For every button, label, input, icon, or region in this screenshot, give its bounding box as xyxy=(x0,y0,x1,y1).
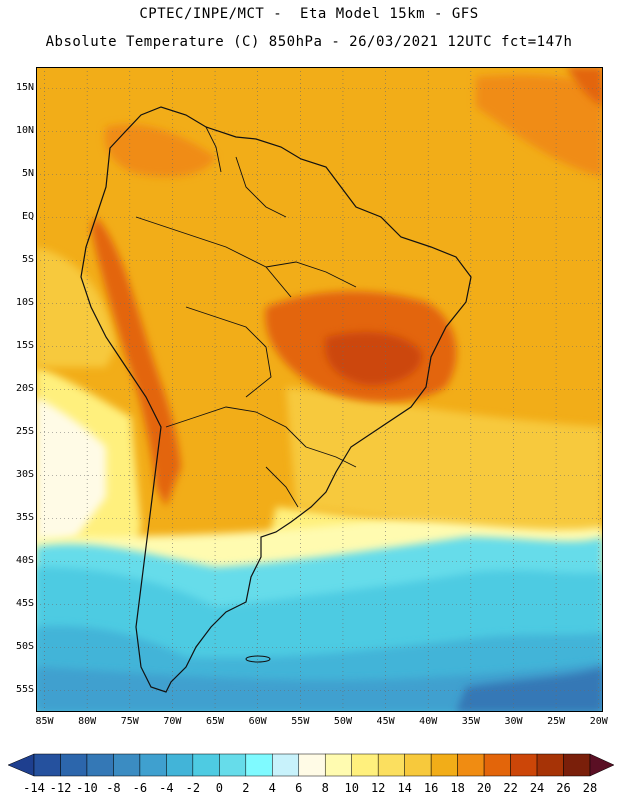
legend-color-box xyxy=(351,753,379,777)
northern-andes-warm xyxy=(104,124,216,177)
latitude-tick-label: 40S xyxy=(15,554,34,566)
chart-title-line-2: Absolute Temperature (C) 850hPa - 26/03/… xyxy=(45,34,573,50)
legend-tick-label: 0 xyxy=(216,781,223,795)
longitude-tick-label: 50W xyxy=(333,716,352,727)
longitude-tick-label: 45W xyxy=(376,716,395,727)
legend-tick-label: 28 xyxy=(583,781,597,795)
legend-tick-label: 26 xyxy=(556,781,570,795)
legend-color-box xyxy=(219,753,247,777)
legend-tick-label: -4 xyxy=(159,781,173,795)
legend-tick-label: -14 xyxy=(23,781,45,795)
country-borders xyxy=(135,126,357,508)
graticule xyxy=(36,67,603,712)
legend-color-box xyxy=(272,753,300,777)
legend-color-box xyxy=(192,753,220,777)
legend-tick-label: 12 xyxy=(371,781,385,795)
legend-color-box xyxy=(60,753,88,777)
pacific-mid-zone xyxy=(36,247,116,367)
legend-color-box xyxy=(298,753,326,777)
legend-tick-label: 16 xyxy=(424,781,438,795)
legend-color-box xyxy=(510,753,538,777)
latitude-tick-label: 50S xyxy=(15,640,34,652)
atlantic-ne-hot xyxy=(566,67,603,107)
map-canvas xyxy=(36,67,603,712)
legend-tick-label: -2 xyxy=(186,781,200,795)
latitude-tick-label: 15N xyxy=(15,81,34,93)
latitude-tick-label: 10N xyxy=(15,124,34,136)
longitude-tick-label: 40W xyxy=(419,716,438,727)
longitude-tick-label: 80W xyxy=(78,716,97,727)
latitude-tick-label: 25S xyxy=(15,425,34,437)
atlantic-ne-warm xyxy=(476,75,603,177)
legend-tick-label: 4 xyxy=(269,781,276,795)
longitude-tick-label: 85W xyxy=(35,716,54,727)
legend-tick-label: 14 xyxy=(397,781,411,795)
falkland-islands xyxy=(245,655,271,663)
south-america-outline xyxy=(80,106,472,693)
legend-tick-label: 18 xyxy=(450,781,464,795)
legend-color-box xyxy=(113,753,141,777)
map-border xyxy=(36,67,603,712)
legend-tick-label: 2 xyxy=(242,781,249,795)
brazil-hotspot xyxy=(325,332,422,386)
legend-tick-label: -8 xyxy=(106,781,120,795)
temperature-map xyxy=(36,67,603,712)
latitude-tick-label: EQ xyxy=(21,210,34,222)
legend-tick-label: -12 xyxy=(50,781,72,795)
latitude-tick-label: 45S xyxy=(15,597,34,609)
longitude-tick-label: 60W xyxy=(248,716,267,727)
latitude-tick-label: 20S xyxy=(15,382,34,394)
latitude-tick-label: 55S xyxy=(15,683,34,695)
legend-arrow-low xyxy=(7,753,35,777)
longitude-tick-label: 30W xyxy=(504,716,523,727)
longitude-tick-label: 20W xyxy=(589,716,608,727)
legend-color-box xyxy=(536,753,564,777)
legend-color-box xyxy=(430,753,458,777)
legend-color-box xyxy=(166,753,194,777)
legend-tick-label: 10 xyxy=(344,781,358,795)
longitude-tick-label: 70W xyxy=(163,716,182,727)
latitude-tick-label: 15S xyxy=(15,339,34,351)
legend-tick-label: 22 xyxy=(503,781,517,795)
legend-tick-label: 24 xyxy=(530,781,544,795)
pacific-very-cool-zone xyxy=(36,397,106,547)
southern-cold-darkest xyxy=(456,667,603,712)
legend-color-box xyxy=(139,753,167,777)
legend-color-box xyxy=(457,753,485,777)
longitude-tick-label: 75W xyxy=(120,716,139,727)
chart-title-line-1: CPTEC/INPE/MCT - Eta Model 15km - GFS xyxy=(139,6,479,22)
legend-tick-label: 8 xyxy=(322,781,329,795)
latitude-tick-label: 10S xyxy=(15,296,34,308)
legend-color-box xyxy=(245,753,273,777)
latitude-tick-label: 30S xyxy=(15,468,34,480)
legend-tick-label: -10 xyxy=(76,781,98,795)
longitude-tick-label: 35W xyxy=(461,716,480,727)
legend-arrow-high xyxy=(589,753,615,777)
legend-tick-label: 6 xyxy=(295,781,302,795)
legend-color-box xyxy=(563,753,591,777)
color-legend: -14 -12 -10 -8 -6 -4 -2 0 2 4 6 8 10 12 14 16 18 20 22 24 26… xyxy=(0,748,618,800)
legend-color-box xyxy=(33,753,61,777)
legend-color-box xyxy=(483,753,511,777)
longitude-tick-label: 55W xyxy=(291,716,310,727)
longitude-tick-label: 65W xyxy=(206,716,225,727)
longitude-tick-label: 25W xyxy=(547,716,566,727)
legend-color-box xyxy=(86,753,114,777)
legend-bar: -14 -12 -10 -8 -6 -4 -2 0 2 4 6 8 10 12 14 16 18 20 22 24 26… xyxy=(7,753,615,795)
andes-warm-ribbon xyxy=(91,217,181,507)
latitude-tick-label: 5N xyxy=(21,167,34,179)
legend-tick-label: -6 xyxy=(133,781,147,795)
legend-color-box xyxy=(377,753,405,777)
legend-color-box xyxy=(324,753,352,777)
legend-color-box xyxy=(404,753,432,777)
latitude-tick-label: 5S xyxy=(21,253,34,265)
south-atlantic-yellow xyxy=(286,387,603,537)
legend-tick-label: 20 xyxy=(477,781,491,795)
latitude-tick-label: 35S xyxy=(15,511,34,523)
